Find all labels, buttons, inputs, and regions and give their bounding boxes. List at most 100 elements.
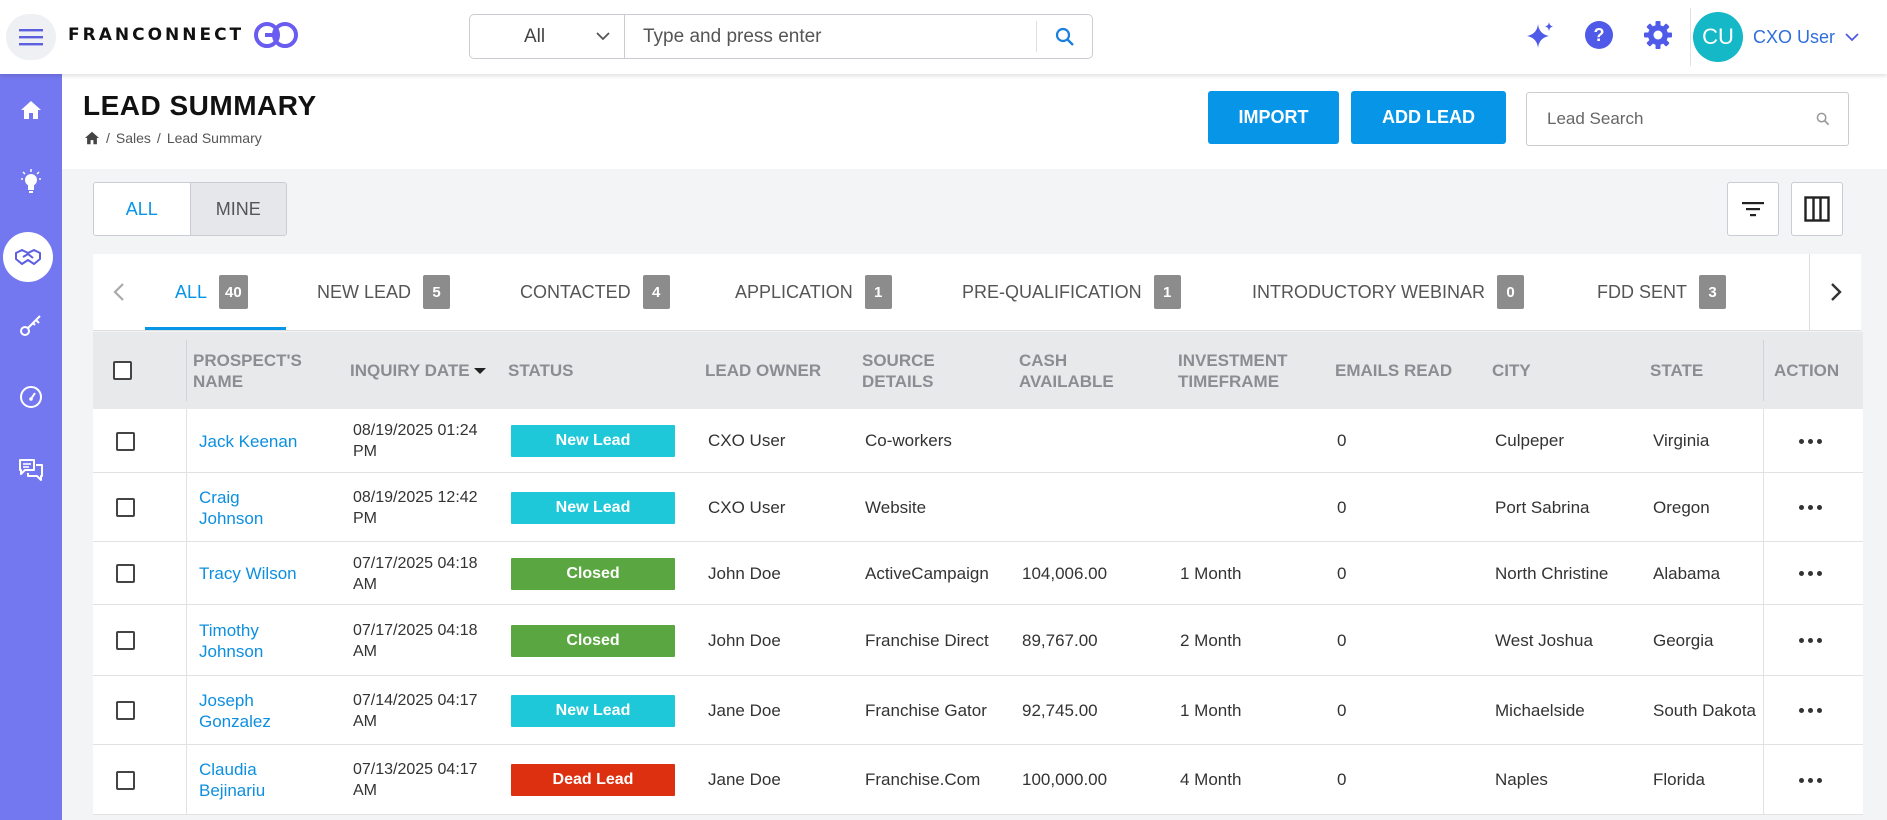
investment-timeframe: 4 Month	[1180, 770, 1242, 789]
sidebar-item-ideas[interactable]	[0, 156, 62, 208]
prospect-name-link[interactable]: Joseph Gonzalez	[199, 690, 271, 731]
col-header-status[interactable]: STATUS	[508, 361, 574, 380]
prospect-name-link[interactable]: Timothy Johnson	[199, 620, 264, 661]
checkbox[interactable]	[113, 361, 132, 380]
key-icon	[20, 315, 41, 336]
row-checkbox[interactable]	[116, 605, 135, 676]
row-action-menu[interactable]	[1799, 409, 1822, 473]
col-header-name[interactable]: PROSPECT'S NAME	[193, 350, 302, 391]
row-action-menu[interactable]	[1799, 745, 1822, 815]
table-row[interactable]: Claudia Bejinariu 07/13/2025 04:17 AM De…	[93, 745, 1863, 815]
menu-button[interactable]	[6, 14, 56, 60]
prospect-name-link[interactable]: Tracy Wilson	[199, 564, 297, 583]
chat-icon	[19, 459, 43, 481]
tab-pre-qualification[interactable]: PRE-QUALIFICATION 1	[962, 254, 1181, 330]
filter-button[interactable]	[1727, 182, 1779, 236]
table-row[interactable]: Tracy Wilson 07/17/2025 04:18 AM Closed …	[93, 542, 1863, 605]
tab-application[interactable]: APPLICATION 1	[735, 254, 892, 330]
col-header-city[interactable]: CITY	[1492, 361, 1531, 380]
columns-button[interactable]	[1791, 182, 1843, 236]
search-scope-value: All	[524, 25, 546, 47]
cash-available: 89,767.00	[1022, 630, 1098, 650]
tab-all[interactable]: ALL 40	[175, 254, 248, 330]
row-divider	[1763, 473, 1764, 541]
status-badge: New Lead	[511, 425, 675, 457]
col-header-inquiry-date[interactable]: INQUIRY DATE	[350, 332, 487, 409]
prospect-name-link[interactable]: Claudia Bejinariu	[199, 760, 266, 800]
toggle-mine[interactable]: MINE	[190, 183, 286, 235]
page-header: LEAD SUMMARY / Sales / Lead Summary IMPO…	[62, 74, 1887, 169]
toggle-all[interactable]: ALL	[94, 183, 191, 235]
lead-search-input[interactable]: Lead Search	[1526, 92, 1849, 146]
user-name: CXO User	[1753, 26, 1836, 47]
row-checkbox[interactable]	[116, 473, 135, 542]
home-icon[interactable]	[84, 131, 100, 145]
row-action-menu[interactable]	[1799, 542, 1822, 605]
sidebar-item-messages[interactable]	[0, 444, 62, 496]
tab-introductory-webinar[interactable]: INTRODUCTORY WEBINAR 0	[1252, 254, 1525, 330]
col-header-state[interactable]: STATE	[1650, 361, 1704, 380]
checkbox[interactable]	[116, 770, 135, 790]
sidebar-item-dashboard[interactable]	[0, 371, 62, 423]
row-action-menu[interactable]	[1799, 473, 1822, 542]
table-row[interactable]: Joseph Gonzalez 07/14/2025 04:17 AM New …	[93, 676, 1863, 745]
search-button[interactable]	[1036, 21, 1092, 52]
row-action-menu[interactable]	[1799, 676, 1822, 745]
row-checkbox[interactable]	[116, 409, 135, 473]
checkbox[interactable]	[116, 498, 135, 517]
table-row[interactable]: Jack Keenan 08/19/2025 01:24 PM New Lead…	[93, 409, 1863, 473]
tab-count: 4	[642, 275, 670, 309]
help-button[interactable]: ?	[1584, 20, 1614, 50]
col-header-lead-owner[interactable]: LEAD OWNER	[705, 361, 822, 380]
col-header-source-details[interactable]: SOURCE DETAILS	[862, 350, 935, 391]
checkbox[interactable]	[116, 431, 135, 451]
investment-timeframe: 1 Month	[1180, 563, 1242, 583]
state: Florida	[1653, 770, 1705, 789]
app-logo[interactable]: FRANCONNECT	[68, 20, 300, 50]
settings-button[interactable]	[1643, 20, 1673, 50]
add-lead-button[interactable]: ADD LEAD	[1351, 91, 1506, 144]
tab-fdd-sent[interactable]: FDD SENT 3	[1597, 254, 1726, 330]
prospect-name-link[interactable]: Jack Keenan	[199, 431, 298, 451]
handshake-icon	[15, 249, 41, 265]
table-row[interactable]: Timothy Johnson 07/17/2025 04:18 AM Clos…	[93, 605, 1863, 676]
row-action-menu[interactable]	[1799, 605, 1822, 676]
status-badge: New Lead	[511, 491, 675, 524]
source-details: Franchise Direct	[865, 630, 989, 650]
row-checkbox[interactable]	[116, 745, 135, 815]
import-button[interactable]: IMPORT	[1208, 91, 1339, 144]
checkbox[interactable]	[116, 631, 135, 650]
prospect-name-link[interactable]: Craig Johnson	[199, 487, 264, 528]
tabs-prev-button[interactable]	[93, 254, 145, 330]
row-checkbox[interactable]	[116, 542, 135, 605]
sidebar-item-keys[interactable]	[0, 299, 62, 351]
checkbox[interactable]	[116, 564, 135, 583]
col-header-cash-available[interactable]: CASH AVAILABLE	[1019, 350, 1114, 391]
breadcrumb: / Sales / Lead Summary	[84, 130, 262, 146]
checkbox[interactable]	[116, 701, 135, 720]
tab-new-lead[interactable]: NEW LEAD 5	[317, 254, 451, 330]
investment-timeframe: 1 Month	[1180, 700, 1242, 720]
search-input[interactable]	[625, 15, 1036, 58]
tab-label: FDD SENT	[1597, 281, 1687, 302]
filter-icon	[1742, 202, 1764, 217]
state: Oregon	[1653, 497, 1710, 517]
sidebar-item-sales[interactable]	[3, 232, 53, 282]
col-header-investment-timeframe[interactable]: INVESTMENT TIMEFRAME	[1178, 350, 1288, 391]
cash-available: 104,006.00	[1022, 563, 1108, 583]
ai-assistant-button[interactable]	[1525, 20, 1555, 50]
breadcrumb-item-sales[interactable]: Sales	[115, 130, 151, 146]
user-menu[interactable]: CU CXO User	[1693, 12, 1859, 62]
table-row[interactable]: Craig Johnson 08/19/2025 12:42 PM New Le…	[93, 473, 1863, 542]
row-divider	[186, 676, 187, 744]
col-header-emails-read[interactable]: EMAILS READ	[1335, 361, 1453, 380]
row-divider	[1763, 745, 1764, 814]
tab-contacted[interactable]: CONTACTED 4	[520, 254, 670, 330]
sidebar-item-home[interactable]	[0, 84, 62, 136]
select-all-checkbox[interactable]	[113, 332, 132, 409]
search-scope-select[interactable]: All	[470, 15, 625, 58]
tabs-next-button[interactable]	[1809, 254, 1861, 330]
search-icon	[1055, 27, 1074, 46]
row-checkbox[interactable]	[116, 676, 135, 745]
city: North Christine	[1495, 563, 1609, 583]
